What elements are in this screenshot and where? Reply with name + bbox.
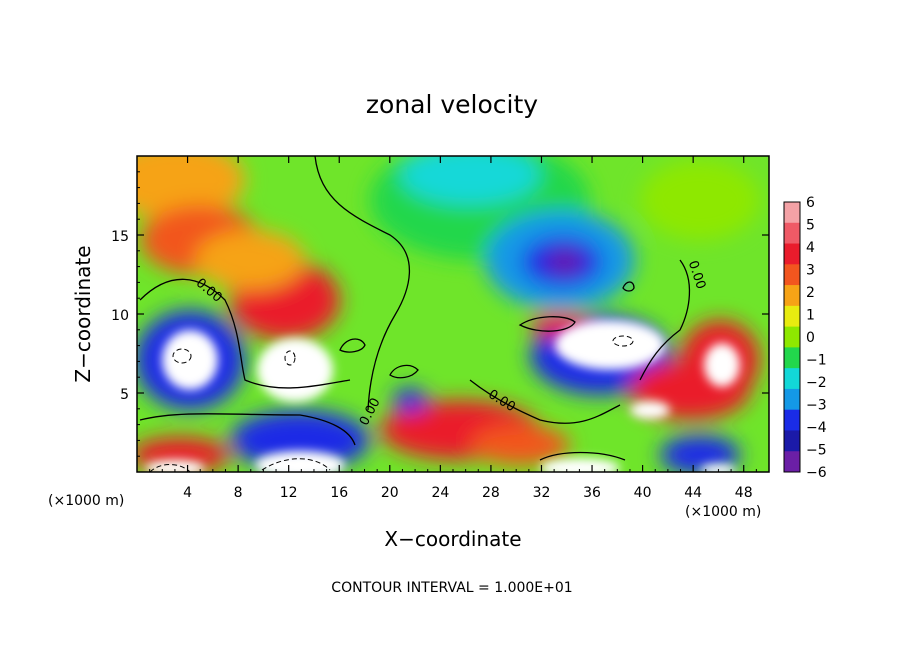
colorbar-swatch xyxy=(784,305,800,328)
saturated-region xyxy=(704,343,740,387)
colorbar-label: 5 xyxy=(806,218,815,234)
colorbar-label: 2 xyxy=(806,285,815,301)
colorbar-swatch xyxy=(784,264,800,286)
field-blobs xyxy=(137,156,760,472)
x-tick-label: 36 xyxy=(583,485,601,501)
y-axis-label: Z−coordinate xyxy=(71,245,95,382)
colorbar-label: −5 xyxy=(806,443,827,459)
colorbar-swatch xyxy=(784,451,800,473)
colorbar-swatch xyxy=(784,368,800,390)
x-tick-label: 28 xyxy=(482,485,500,501)
saturated-region xyxy=(540,458,620,472)
x-tick-label: 20 xyxy=(381,485,399,501)
field-blob xyxy=(392,388,428,412)
colorbar-label: 1 xyxy=(806,308,815,324)
colorbar-swatch xyxy=(784,243,800,265)
saturated-region xyxy=(257,338,333,402)
contour-line xyxy=(639,259,691,381)
contour-line xyxy=(469,379,621,424)
colorbar-swatch xyxy=(784,202,800,224)
x-tick-label: 32 xyxy=(533,485,551,501)
colorbar-label: −4 xyxy=(806,420,827,436)
field-blob xyxy=(660,435,740,472)
x-tick-label: 48 xyxy=(735,485,753,501)
colorbar-label: −6 xyxy=(806,465,827,481)
contour-line xyxy=(518,316,576,332)
field-blob xyxy=(547,250,583,274)
contour-lines xyxy=(139,156,691,461)
y-axis: 5 10 15 xyxy=(111,171,769,457)
saturated-region xyxy=(700,464,736,472)
x-axis: 4 8 12 16 20 24 28 32 36 40 44 48 xyxy=(149,156,757,501)
contour-line xyxy=(314,156,411,411)
colorbar-label: 3 xyxy=(806,263,815,279)
colorbar-swatch xyxy=(784,409,800,431)
contour-line xyxy=(622,281,635,292)
field-blob xyxy=(400,156,540,205)
contour-line xyxy=(389,364,419,379)
saturated-region xyxy=(630,401,670,419)
contour-line xyxy=(139,413,356,446)
x-tick-label: 12 xyxy=(280,485,298,501)
heatmap-field: 0.000.00 0.000.00 xyxy=(137,156,769,472)
contour-line xyxy=(139,278,351,389)
x-tick-label: 24 xyxy=(431,485,449,501)
colorbar-label: 4 xyxy=(806,240,815,256)
contour-line xyxy=(339,338,366,353)
colorbar: 6 5 4 3 2 1 0 −1 −2 −3 −4 −5 −6 xyxy=(783,195,827,481)
saturated-region xyxy=(555,320,665,370)
dashed-contour xyxy=(172,348,192,364)
saturated-region xyxy=(145,460,205,472)
field-blob xyxy=(640,160,760,240)
x-tick-label: 4 xyxy=(183,485,192,501)
colorbar-swatch xyxy=(784,347,800,369)
field-blob xyxy=(470,425,570,465)
x-axis-label: X−coordinate xyxy=(384,527,521,551)
colorbar-label: −3 xyxy=(806,398,827,414)
field-blob xyxy=(195,230,305,290)
y-tick-label: 10 xyxy=(111,308,129,324)
colorbar-swatch xyxy=(784,430,800,452)
x-tick-label: 16 xyxy=(330,485,348,501)
contour-line xyxy=(539,451,626,461)
colorbar-swatch xyxy=(784,326,800,348)
colorbar-label: −1 xyxy=(806,353,827,369)
dashed-contour xyxy=(284,350,296,366)
colorbar-label: 0 xyxy=(806,330,815,346)
x-tick-label: 44 xyxy=(684,485,702,501)
dashed-contour xyxy=(612,335,634,347)
y-tick-label: 15 xyxy=(111,229,129,245)
colorbar-label: −2 xyxy=(806,375,827,391)
y-tick-label: 5 xyxy=(120,387,129,403)
chart-title: zonal velocity xyxy=(366,90,538,119)
colorbar-swatch xyxy=(784,285,800,307)
field-blob xyxy=(137,156,245,220)
x-tick-label: 40 xyxy=(634,485,652,501)
colorbar-frame xyxy=(783,201,801,473)
dashed-contour xyxy=(261,458,331,471)
x-unit-right: (×1000 m) xyxy=(685,504,761,520)
colorbar-swatch xyxy=(784,388,800,411)
contour-interval-note: CONTOUR INTERVAL = 1.000E+01 xyxy=(331,580,572,596)
colorbar-swatch xyxy=(784,222,800,245)
saturated-region xyxy=(255,451,345,472)
x-unit-left: (×1000 m) xyxy=(48,493,124,509)
colorbar-label: 6 xyxy=(806,195,815,211)
x-tick-label: 8 xyxy=(234,485,243,501)
